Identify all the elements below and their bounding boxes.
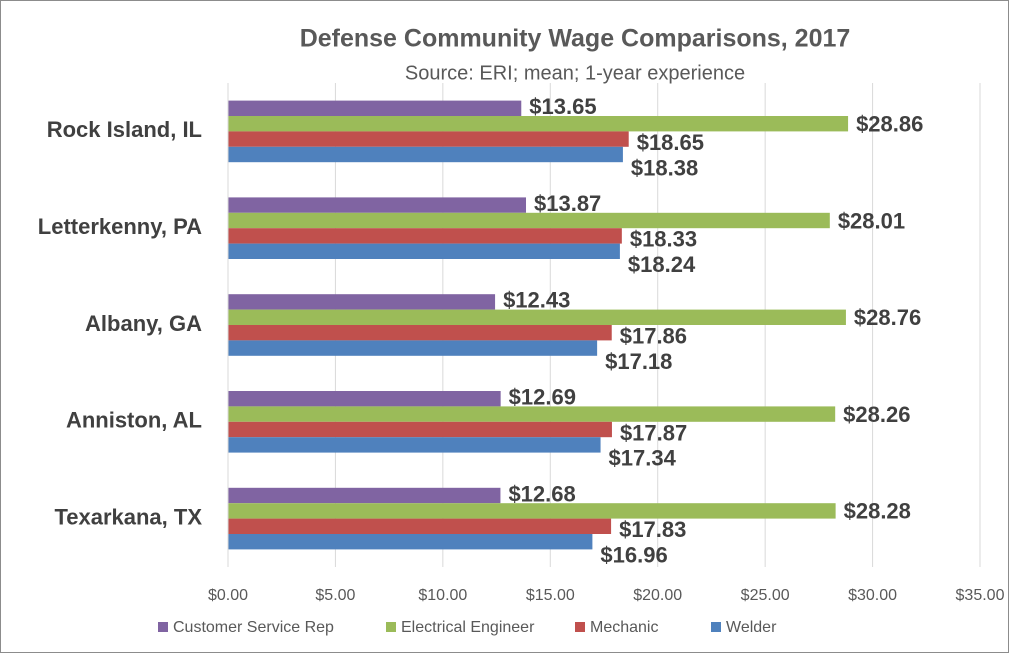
bar [228,503,836,519]
x-tick-label: $0.00 [208,587,248,604]
bar [228,309,846,325]
y-tick-label: Texarkana, TX [54,504,202,529]
data-label: $28.01 [838,208,905,233]
bar [228,487,501,504]
data-label: $13.87 [534,191,601,216]
bar [228,146,623,163]
bar [228,197,527,213]
data-label: $18.65 [637,130,704,155]
x-tick-label: $20.00 [633,587,682,604]
legend-marker [711,622,721,632]
data-label: $17.83 [619,517,686,542]
bar [228,391,501,407]
data-label: $12.43 [503,288,570,313]
y-tick-label: Anniston, AL [66,408,202,433]
data-label: $18.33 [630,227,697,252]
data-label: $17.87 [620,420,687,445]
chart-subtitle: Source: ERI; mean; 1-year experience [405,62,745,84]
legend-label: Customer Service Rep [173,619,334,636]
x-tick-label: $5.00 [315,587,355,604]
data-label: $28.28 [844,499,911,524]
bar [228,421,612,438]
data-label: $18.38 [631,155,698,180]
data-label: $16.96 [600,543,667,568]
legend-label: Electrical Engineer [401,619,535,636]
y-tick-label: Rock Island, IL [47,117,202,142]
bar [228,212,830,229]
legend-marker [386,622,396,632]
bar [228,406,836,422]
bar [228,437,601,453]
data-label: $28.76 [854,305,921,330]
legend-label: Welder [726,619,777,636]
bar [228,131,629,147]
x-tick-label: $30.00 [848,587,897,604]
y-tick-label: Albany, GA [85,311,202,336]
x-tick-label: $15.00 [526,587,575,604]
y-tick-label: Letterkenny, PA [38,214,202,239]
bar [228,518,612,534]
legend-marker [575,622,585,632]
legend-marker [158,622,168,632]
bar [228,100,522,116]
data-label: $18.24 [628,252,696,277]
data-label: $28.86 [856,112,923,137]
legend-label: Mechanic [590,619,658,636]
data-label: $17.86 [620,324,687,349]
bar [228,116,849,132]
bar [228,243,620,259]
data-label: $12.68 [508,481,575,506]
data-label: $17.34 [609,446,677,471]
data-label: $12.69 [509,385,576,410]
chart-title: Defense Community Wage Comparisons, 2017 [300,25,851,53]
x-tick-label: $10.00 [418,587,467,604]
x-tick-label: $25.00 [741,587,790,604]
data-label: $17.18 [605,349,672,374]
x-tick-label: $35.00 [956,587,1005,604]
bar [228,228,622,244]
data-label: $13.65 [529,94,596,119]
bar [228,325,612,341]
bar [228,294,496,310]
bar [228,534,593,550]
data-label: $28.26 [843,402,910,427]
bar [228,340,598,356]
